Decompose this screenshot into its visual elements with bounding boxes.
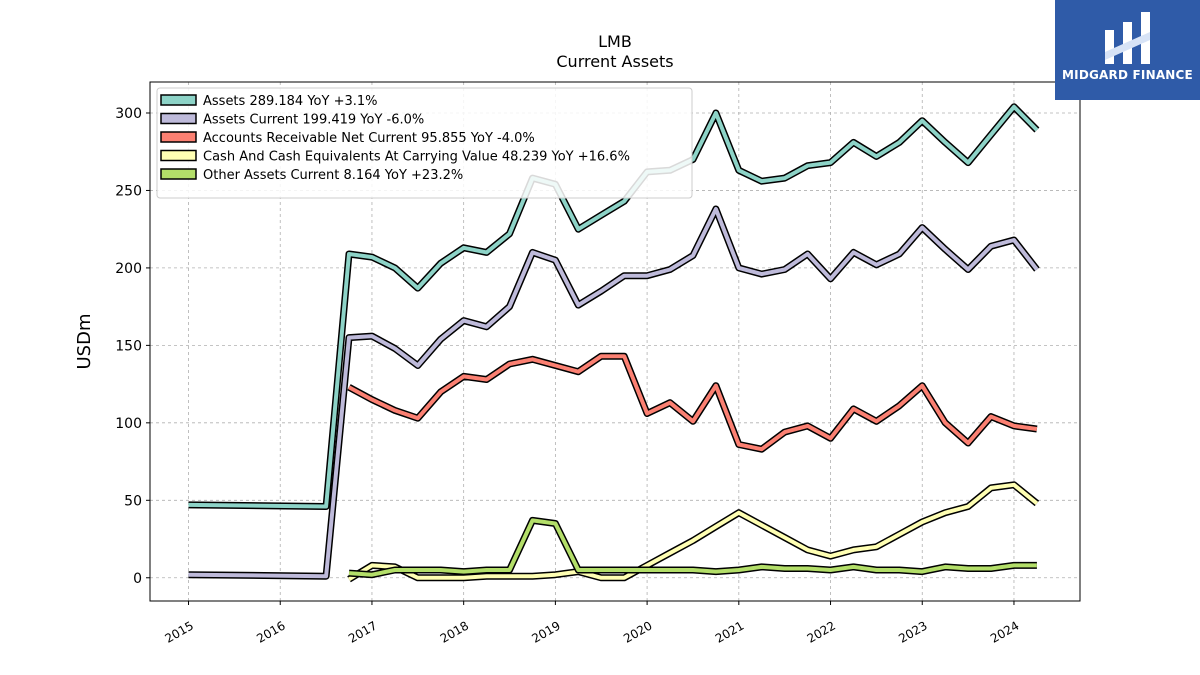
series-line	[348, 518, 1037, 577]
y-tick-label: 200	[115, 261, 142, 277]
y-tick-label: 50	[124, 493, 142, 509]
y-tick-label: 300	[115, 106, 142, 122]
series-line	[347, 482, 1039, 582]
x-tick-label: 2021	[713, 618, 746, 645]
series-1	[188, 205, 1040, 580]
legend-label: Assets Current 199.419 YoY -6.0%	[203, 113, 424, 128]
legend: Assets 289.184 YoY +3.1% Assets Current 1…	[156, 87, 693, 199]
x-tick-label: 2016	[254, 618, 287, 645]
y-tick-label: 250	[115, 183, 142, 199]
x-tick-label: 2017	[346, 618, 379, 645]
brand-logo: MIDGARD FINANCE	[1055, 0, 1200, 100]
legend-swatch	[160, 131, 197, 143]
x-tick-label: 2015	[163, 618, 196, 645]
plot-frame	[149, 81, 1081, 602]
legend-label: Assets 289.184 YoY +3.1%	[203, 94, 378, 109]
series-3	[347, 481, 1040, 583]
legend-box	[156, 87, 693, 199]
x-tick-label: 2020	[621, 618, 654, 645]
x-tick-label: 2019	[529, 618, 562, 645]
legend-swatch	[160, 168, 197, 180]
x-tick-label: 2024	[988, 618, 1021, 645]
series-outline	[348, 516, 1037, 579]
legend-label: Other Assets Current 8.164 YoY +23.2%	[203, 168, 463, 183]
y-axis-label: USDm	[74, 314, 95, 370]
y-tick-label: 150	[115, 338, 142, 354]
x-tick-label: 2018	[438, 618, 471, 645]
series-line	[188, 207, 1039, 579]
legend-swatch	[160, 149, 197, 162]
series-line	[348, 354, 1038, 452]
chart-subtitle: Current Assets	[556, 52, 674, 71]
y-tick-label: 100	[115, 416, 142, 432]
legend-swatch	[160, 112, 197, 125]
legend-label: Cash And Cash Equivalents At Carrying Va…	[203, 150, 630, 165]
x-tick-label: 2023	[896, 618, 929, 645]
legend-swatch	[160, 94, 197, 106]
series-4	[348, 516, 1037, 579]
series-2	[347, 352, 1038, 453]
series-outline	[347, 481, 1040, 583]
y-tick-label: 0	[133, 571, 142, 587]
legend-label: Accounts Receivable Net Current 95.855 Y…	[203, 131, 535, 146]
brand-name: MIDGARD FINANCE	[1062, 68, 1193, 82]
x-tick-label: 2022	[805, 618, 838, 645]
chart-title: LMB	[598, 32, 632, 51]
midgard-logo-icon	[1105, 12, 1150, 64]
